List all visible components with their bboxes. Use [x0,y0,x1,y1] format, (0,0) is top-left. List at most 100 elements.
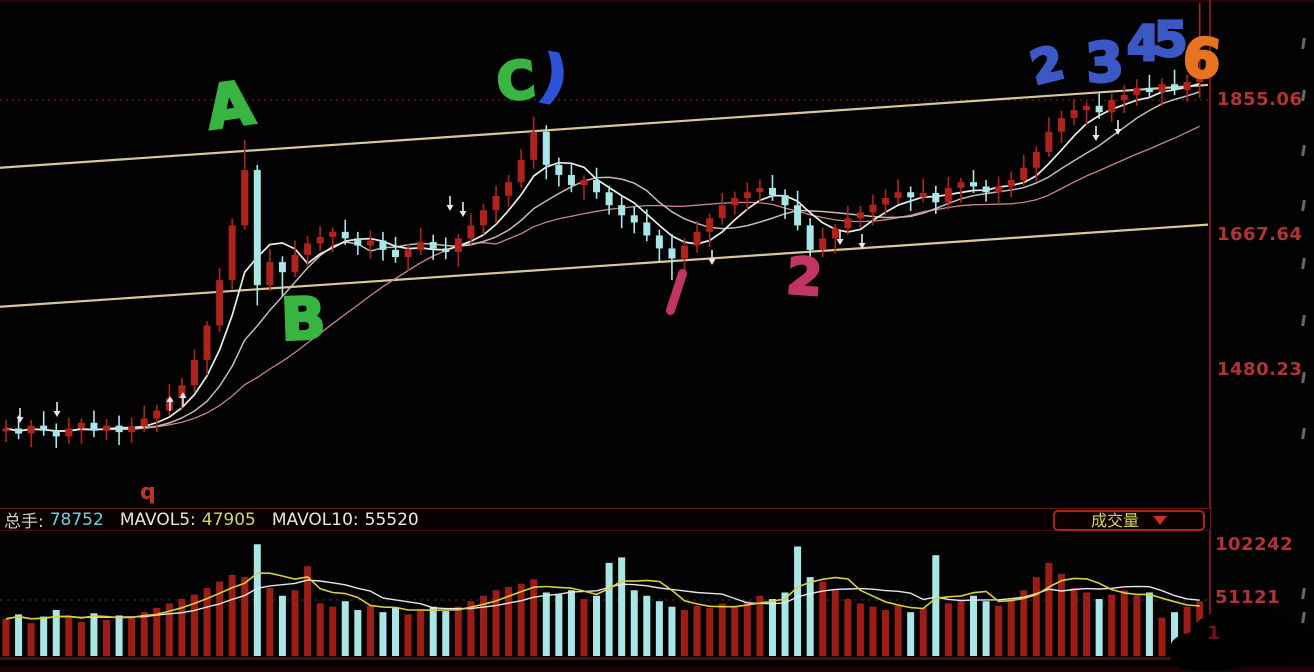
volume-bar [1158,617,1166,656]
volume-bar [806,577,814,656]
volume-bar [366,605,374,656]
candle-body [241,169,249,226]
bottom-strip [0,666,1314,672]
volume-bar [379,612,387,656]
volume-bar [517,583,525,656]
candle-body [555,164,563,175]
volume-bar [530,579,538,656]
down-arrow-icon [16,417,24,423]
candle-body [982,186,990,193]
candle-body [329,231,337,237]
down-arrow-icon [459,211,467,217]
volume-bar [417,609,425,656]
lower-channel-line [0,223,1209,308]
candle-body [794,205,802,226]
volume-bar [228,574,236,656]
volume-bar [932,555,940,656]
volume-bar [643,595,651,656]
volume-bar [128,616,136,656]
volume-bar [354,609,362,656]
mavol5-value: 47905 [201,509,256,530]
volume-bar [1083,592,1091,656]
down-arrow-icon [1092,135,1100,141]
candle-body [454,238,462,253]
candle-body [1032,151,1040,168]
volume-bar [944,603,952,656]
volume-bar [1108,594,1116,656]
candle-body [203,325,211,361]
ma5-line [5,82,1200,432]
price-axis-label: 1480.23 [1217,359,1303,380]
mavol10-line [5,579,1200,620]
edge-glyph-mark [1301,144,1306,157]
volume-bar [1057,573,1065,656]
volume-bar [77,622,85,656]
volume-indicator-label: 成交量 [1090,510,1139,530]
volume-bars [2,544,1204,656]
annotation-point-3-blue: 3 [1082,28,1127,96]
volume-bar [731,606,739,656]
volume-chart[interactable] [0,533,1210,658]
volume-bar [65,617,73,656]
edge-glyph-mark [1301,89,1306,102]
mavol5-label: MAVOL5: [119,509,196,530]
volume-bar [668,606,676,656]
signal-arrows [16,120,1122,423]
volume-bar [203,588,211,656]
volume-bar [618,557,626,656]
candle-body [970,182,978,187]
candle-body [128,426,136,433]
candle-body [1083,105,1091,111]
volume-bar [115,615,123,656]
volume-bar [919,607,927,656]
candle-body [668,248,676,259]
volume-indicator-dropdown[interactable]: 成交量 [1053,510,1205,531]
up-arrow-icon [166,396,174,402]
candle-body [706,218,714,232]
volume-bar [995,605,1003,656]
volume-bar [1145,592,1153,656]
candle-body [392,249,400,258]
candle-body [1145,87,1153,93]
candle-body [354,238,362,246]
candle-body [103,425,111,431]
price-axis-label: 1855.06 [1217,89,1303,110]
candle-body [693,231,701,246]
black-ink-blob [1193,611,1295,663]
volume-bar [2,618,10,656]
candle-body [605,192,613,206]
volume-bar [103,619,111,656]
main-candlestick-chart[interactable] [0,0,1210,508]
edge-glyph-mark [1301,611,1306,624]
candle-body [90,422,98,431]
volume-bar [241,577,249,656]
down-arrow-icon [446,205,454,211]
candle-body [567,174,575,186]
volume-bar [52,609,60,656]
volume-bar [869,606,877,656]
obscured-red-digit: 1 [1207,622,1221,644]
volume-bar [316,603,324,656]
edge-glyph-mark [1301,427,1306,440]
edge-glyph-mark [1301,37,1306,50]
volume-bar [756,595,764,656]
candle-body [894,192,902,199]
candle-body [831,228,839,239]
down-arrow-icon [708,259,716,265]
mavol5-line [5,572,1200,620]
candle-body [1108,100,1116,113]
candle-body [1183,82,1191,90]
volume-bar [278,595,286,656]
volume-bar [140,612,148,656]
candle-body [1095,105,1103,113]
candle-body [366,240,374,246]
candle-body [216,280,224,326]
down-arrow-icon [836,239,844,245]
candle-body [505,182,513,196]
candle-body [856,212,864,219]
ma20-line [5,125,1200,432]
candle-body [618,205,626,216]
candle-body [379,240,387,250]
candle-body [404,249,412,258]
annotation-point-5-blue: 5 [1152,12,1188,68]
